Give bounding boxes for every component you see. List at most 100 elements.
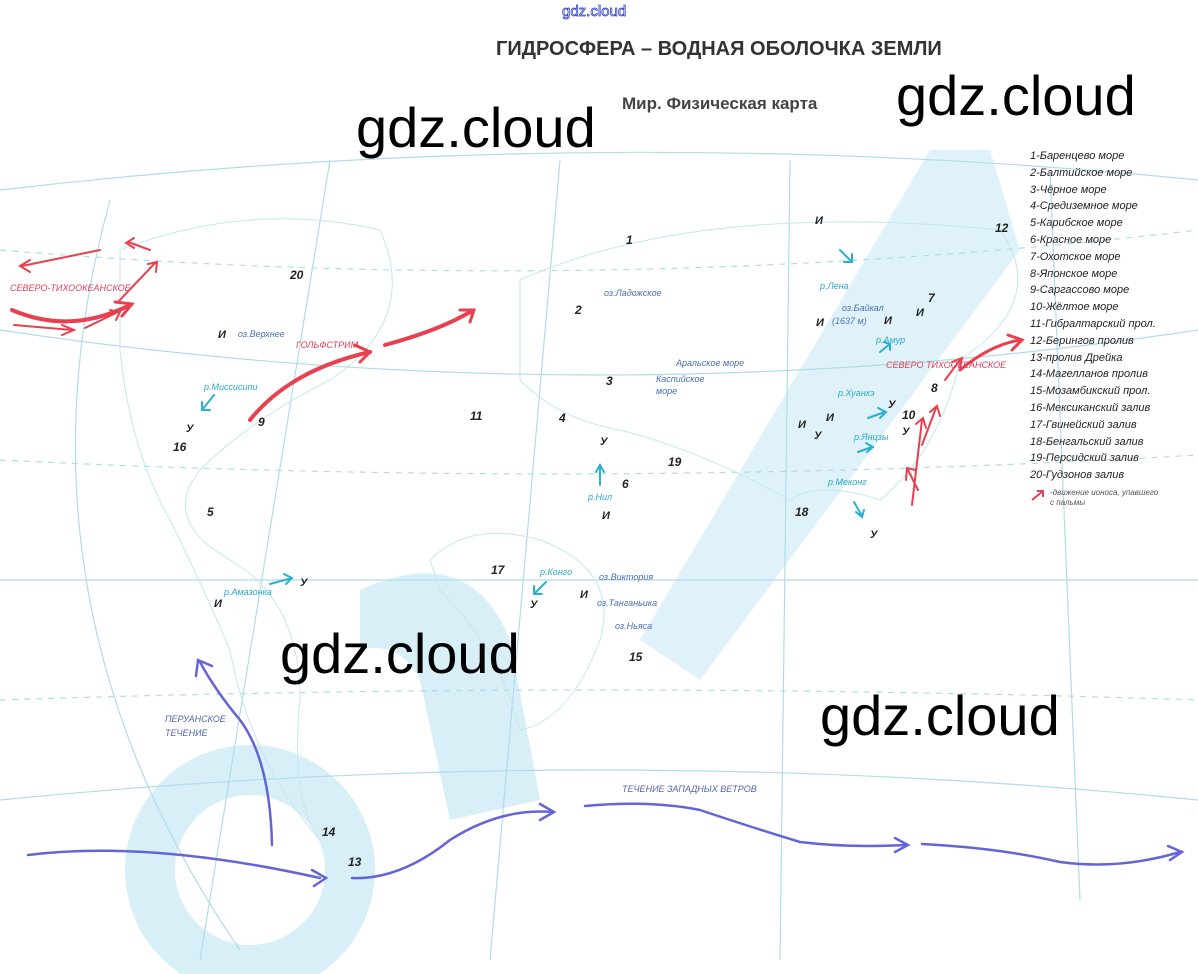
legend-item: 3-Чёрное море [1030,183,1107,196]
map-number-label: 13 [348,855,362,869]
watermark: gdz.cloud [280,622,520,685]
legend-item: 15-Мозамбикский прол. [1030,385,1151,398]
source-mouth-mark: У [814,430,822,442]
place-label: оз.Верхнее [238,329,285,339]
place-label: (1637 м) [832,316,867,326]
map-number-label: 4 [559,411,566,425]
source-mouth-mark: И [218,329,226,341]
source-mouth-mark: У [902,426,910,438]
source-mouth-mark: У [530,599,538,611]
legend-item: 13-пролив Дрейка [1030,351,1123,364]
cold-currents [26,658,1185,888]
source-mouth-mark: И [815,215,823,227]
map-number-label: 3 [606,374,613,388]
watermark-top: gdz.cloud [562,3,627,21]
watermark-logo [125,150,1020,974]
source-mouth-mark: У [186,423,194,435]
source-mouth-mark: И [816,317,824,329]
source-mouth-mark: И [580,589,588,601]
current-label: ТЕЧЕНИЕ ЗАПАДНЫХ ВЕТРОВ [622,784,757,794]
source-mouth-mark: У [888,399,896,411]
watermark: gdz.cloud [896,64,1136,127]
river-label: р.Меконг [828,477,867,487]
legend-item: 14-Магелланов пролив [1030,368,1148,381]
gulf-stream-arrow [248,350,372,422]
current-label: ГОЛЬФСТРИМ [296,340,359,350]
legend-item: 11-Гибралтарский прол. [1030,317,1156,330]
map-number-label: 7 [928,291,935,305]
current-label: ТЕЧЕНИЕ [165,728,208,738]
watermark: gdz.cloud [356,96,596,159]
river-label: р.Хуанхэ [838,388,875,398]
legend-item: 8-Японское море [1030,267,1118,280]
river-label: р.Янцзы [854,432,889,442]
source-mouth-mark: У [300,577,308,589]
source-mouth-mark: И [916,307,924,319]
map-number-label: 17 [491,563,505,577]
source-mouth-mark: И [602,510,610,522]
river-label: р.Лена [820,281,849,291]
legend-item: 7-Охотское море [1030,250,1121,263]
map-number-label: 6 [622,477,629,491]
source-mouth-mark: У [600,436,608,448]
map-number-label: 12 [995,221,1009,235]
river-label: р.Нил [588,492,613,502]
map-number-label: 5 [207,505,214,519]
place-label: оз.Ньяса [615,621,653,631]
legend-item: 6-Красное море [1030,233,1112,246]
legend-arrow-item: -движение ионоса, упавшего с пальмы [1030,488,1160,509]
place-label: оз.Виктория [599,572,654,582]
place-label: Каспийское [656,374,705,384]
map-number-label: 9 [258,415,265,429]
legend: 1-Баренцево море 2-Балтийское море 3-Чёрно… [1030,150,1160,509]
place-label: море [656,386,678,396]
place-label: оз.Байкал [842,303,884,313]
map-subtitle: Мир. Физическая карта [622,94,818,113]
legend-item: 10-Жёлтое море [1030,301,1119,314]
current-label: СЕВЕРО ТИХООКЕАНСКОЕ [886,360,1007,370]
river-label: р.Амур [876,335,906,345]
map-number-label: 10 [902,408,916,422]
river-label: р.Миссисипи [204,382,258,392]
legend-item: 4-Средиземное море [1030,200,1138,213]
current-label: СЕВЕРО-ТИХООКЕАНСКОЕ [10,283,131,293]
map-number-label: 11 [470,409,483,423]
current-label: ПЕРУАНСКОЕ [165,714,226,724]
place-label: оз.Ладожское [604,288,662,298]
source-mouth-mark: У [870,529,878,541]
source-mouth-mark: И [884,315,892,327]
legend-item: 19-Персидский залив [1030,452,1139,465]
legend-item: 17-Гвинейский залив [1030,418,1137,431]
map-number-label: 18 [795,505,809,519]
map-number-label: 15 [629,650,643,664]
map-number-label: 8 [931,381,938,395]
peruvian-current-arrow [198,660,274,847]
legend-arrow-text: -движение ионоса, упавшего с пальмы [1050,487,1159,508]
legend-item: 9-Саргассово море [1030,284,1130,297]
place-label: оз.Танганьика [597,598,658,608]
source-mouth-mark: И [826,412,834,424]
legend-item: 1-Баренцево море [1030,150,1125,162]
river-label: р.Амазонка [224,587,272,597]
map-number-label: 16 [173,440,187,454]
legend-item: 2-Балтийское море [1030,166,1133,179]
legend-item: 5-Карибское море [1030,217,1123,230]
page-title: ГИДРОСФЕРА – ВОДНАЯ ОБОЛОЧКА ЗЕМЛИ [496,38,942,60]
continent-outlines [119,218,1019,841]
river-arrows [201,249,891,595]
map-number-label: 19 [668,455,682,469]
warm-currents [10,237,1025,506]
river-label: р.Конго [540,567,573,577]
legend-item: 16-Мексиканский залив [1030,401,1151,414]
arrow-icon [1031,489,1044,501]
legend-item: 12-Берингов пролив [1030,334,1134,347]
gulf-stream-arrow-2 [383,310,472,347]
legend-item: 20-Гудзонов залив [1030,469,1125,482]
watermark: gdz.cloud [820,684,1060,747]
north-pacific-arrow-left [10,303,132,324]
source-mouth-mark: И [798,419,806,431]
source-mouth-mark: И [214,598,222,610]
place-label: Аральское море [676,358,745,368]
